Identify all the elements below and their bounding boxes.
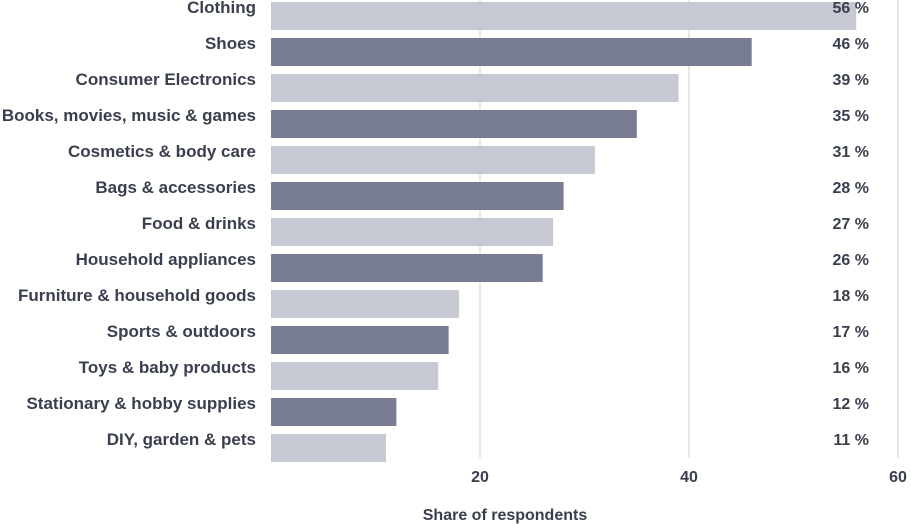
category-label: Books, movies, music & games bbox=[2, 106, 256, 125]
x-tick-label: 60 bbox=[889, 469, 907, 486]
bar bbox=[271, 434, 386, 462]
category-label: Food & drinks bbox=[142, 214, 256, 233]
bar bbox=[271, 38, 752, 66]
x-tick-label: 20 bbox=[471, 469, 489, 486]
bars bbox=[271, 2, 857, 462]
x-tick-label: 40 bbox=[680, 469, 698, 486]
category-label: Clothing bbox=[187, 0, 256, 17]
bar bbox=[271, 146, 595, 174]
category-label: Cosmetics & body care bbox=[68, 142, 256, 161]
bar bbox=[271, 182, 564, 210]
category-label: Consumer Electronics bbox=[76, 70, 256, 89]
value-label: 56 % bbox=[833, 0, 869, 17]
value-label: 17 % bbox=[833, 324, 869, 341]
value-label: 12 % bbox=[833, 396, 869, 413]
value-label: 26 % bbox=[833, 252, 869, 269]
value-label: 28 % bbox=[833, 180, 869, 197]
value-label: 11 % bbox=[833, 432, 869, 449]
bar bbox=[271, 362, 439, 390]
category-label: Sports & outdoors bbox=[107, 322, 256, 341]
category-labels: Clothing Shoes Consumer Electronics Books, … bbox=[2, 0, 256, 449]
bar bbox=[271, 290, 460, 318]
value-label: 39 % bbox=[833, 72, 869, 89]
category-label: Shoes bbox=[205, 34, 256, 53]
bar bbox=[271, 2, 857, 30]
bar bbox=[271, 326, 449, 354]
bar bbox=[271, 110, 637, 138]
x-axis-title: Share of respondents bbox=[423, 507, 588, 524]
bar bbox=[271, 74, 679, 102]
category-label: DIY, garden & pets bbox=[107, 430, 256, 449]
category-label: Bags & accessories bbox=[95, 178, 256, 197]
category-label: Household appliances bbox=[76, 250, 256, 269]
value-label: 31 % bbox=[833, 144, 869, 161]
value-label: 35 % bbox=[833, 108, 869, 125]
value-label: 16 % bbox=[833, 360, 869, 377]
x-axis-ticks: 20 40 60 bbox=[471, 469, 907, 486]
category-label: Stationary & hobby supplies bbox=[26, 394, 256, 413]
value-label: 46 % bbox=[833, 36, 869, 53]
value-label: 27 % bbox=[833, 216, 869, 233]
bar bbox=[271, 218, 554, 246]
bar bbox=[271, 398, 397, 426]
category-label: Toys & baby products bbox=[79, 358, 256, 377]
bar bbox=[271, 254, 543, 282]
category-label: Furniture & household goods bbox=[18, 286, 256, 305]
value-label: 18 % bbox=[833, 288, 869, 305]
value-labels: 56 % 46 % 39 % 35 % 31 % 28 % 27 % 26 % 18 % 17 %… bbox=[833, 0, 869, 449]
